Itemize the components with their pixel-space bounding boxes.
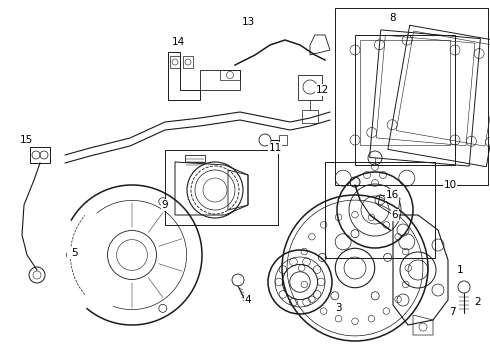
Bar [335,8,488,185]
Text: 9: 9 [162,200,168,210]
Bar [325,162,435,258]
Text: 1: 1 [457,265,464,275]
Text: 8: 8 [390,13,396,23]
Text: 11: 11 [269,143,282,153]
Text: 12: 12 [316,85,329,95]
Text: 14: 14 [172,37,185,47]
Text: 16: 16 [385,190,399,200]
Text: 3: 3 [335,303,342,313]
Bar [165,150,278,225]
Text: 15: 15 [20,135,33,145]
Text: 13: 13 [242,17,255,27]
Text: 2: 2 [475,297,481,307]
Text: 7: 7 [449,307,455,317]
Text: 5: 5 [71,248,77,258]
Text: 6: 6 [392,210,398,220]
Text: 10: 10 [443,180,457,190]
Text: 4: 4 [245,295,251,305]
